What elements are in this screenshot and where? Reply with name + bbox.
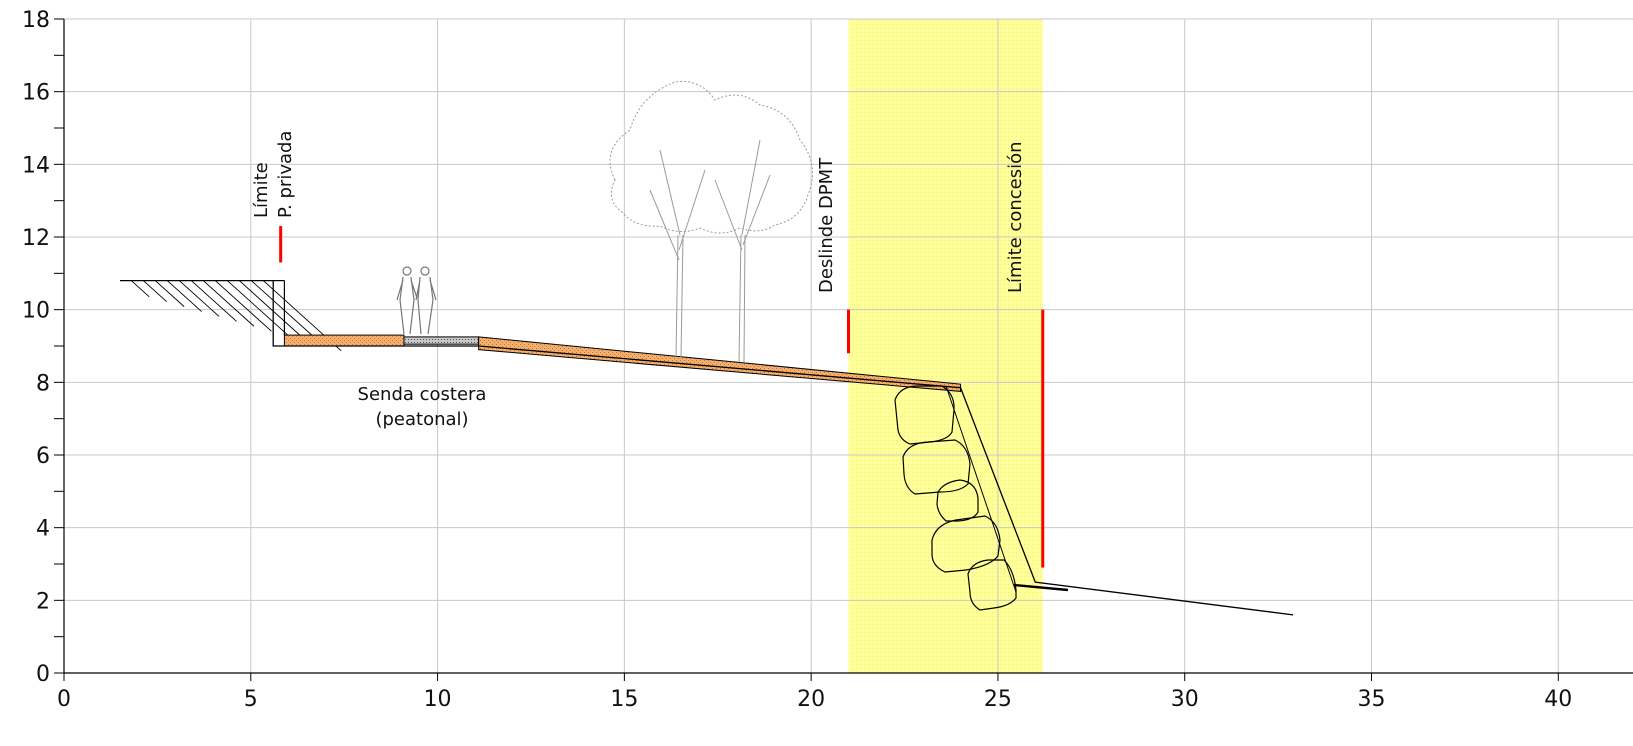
y-tick-label: 6 [36,444,50,469]
y-tick-label: 2 [36,589,50,614]
limit-markers [279,226,1045,568]
rock [902,439,971,495]
y-tick-label: 8 [36,371,50,396]
x-tick-label: 25 [984,687,1012,712]
person-head [402,266,412,276]
hatch-line [202,280,255,327]
rock [894,385,955,445]
highlight-band [848,19,1043,673]
hatch-line [166,280,202,312]
label-senda-line1: Senda costera [358,384,487,405]
x-tick-label: 0 [57,687,71,712]
x-tick-label: 10 [424,687,452,712]
tree-branches [649,139,771,261]
rock [936,479,979,522]
paving-surface [283,334,405,347]
person-body [396,276,418,335]
trees-illustration [609,80,813,363]
x-tick-label: 15 [610,687,638,712]
hatch-line [178,280,220,317]
label-senda-line2: (peatonal) [375,409,468,430]
y-tick-label: 16 [22,81,50,106]
y-tick-label: 14 [22,153,50,178]
tree-trunk [675,234,746,363]
terrain-profile [120,279,1294,616]
y-tick-label: 10 [22,299,50,324]
x-tick-label: 35 [1358,687,1386,712]
x-tick-label: 5 [244,687,258,712]
rock [967,559,1017,611]
pedestrians-illustration [396,266,437,335]
hatch-line [226,280,290,337]
y-tick-label: 0 [36,662,50,687]
label-limite-line1: Límite [251,162,272,218]
person-head [420,266,430,276]
ticks: 0 2 4 6 8 10 12 14 16 18 0 5 10 15 20 25 30 35 40 [22,8,1572,712]
label-limite-concesion: Límite concesión [1005,141,1026,293]
hatch-line [190,280,237,322]
person-body [415,276,437,335]
hatch-line [142,280,167,303]
x-tick-label: 30 [1171,687,1199,712]
label-deslinde-dpmt: Deslinde DPMT [816,157,837,293]
x-tick-label: 20 [797,687,825,712]
geotextile [1013,583,1069,592]
y-tick-label: 12 [22,226,50,251]
riprap-rocks [894,385,1069,611]
hatch-line [214,280,272,332]
tree-crown [609,80,813,234]
label-privada-line2: P. privada [275,131,296,218]
rock [931,515,1001,573]
grid [63,18,1633,674]
hatch-line [130,280,150,298]
y-tick-label: 18 [22,8,50,33]
gravel-surface [403,336,480,345]
riprap-face [945,385,1017,593]
x-tick-label: 40 [1544,687,1572,712]
hatch-line [154,280,185,307]
y-tick-label: 4 [36,517,50,542]
